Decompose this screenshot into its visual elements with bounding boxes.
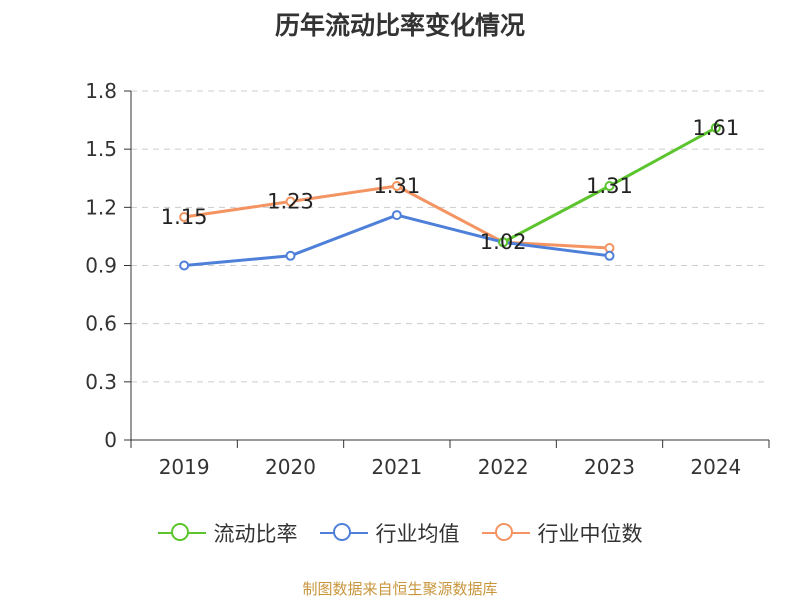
- legend-item[interactable]: 行业均值: [319, 518, 460, 548]
- axes: 0 0.3 0.6 0.9 1.2 1.5 1.8 2019 2020 2021 2022 2023 2…: [85, 79, 770, 479]
- legend-label: 行业中位数: [537, 522, 643, 546]
- data-label: 1.31: [373, 174, 420, 198]
- legend-item[interactable]: 流动比率: [157, 518, 298, 548]
- y-tick-label: 1.5: [85, 137, 117, 161]
- legend-label: 流动比率: [213, 522, 298, 546]
- data-label: 1.02: [480, 230, 527, 254]
- y-tick-label: 0.3: [85, 370, 117, 394]
- x-tick-label: 2020: [265, 455, 316, 479]
- legend-label: 行业均值: [375, 522, 460, 546]
- data-label: 1.31: [586, 174, 633, 198]
- source-note: 制图数据来自恒生聚源数据库: [302, 580, 498, 598]
- x-tick-label: 2023: [584, 455, 635, 479]
- data-point: [285, 196, 296, 207]
- legend-line-circle-icon: [157, 521, 206, 545]
- chart-title: 历年流动比率变化情况: [274, 11, 525, 40]
- legend-line-circle-icon: [319, 521, 368, 545]
- x-tick-label: 2022: [478, 455, 529, 479]
- legend-line-circle-icon: [481, 521, 530, 545]
- x-tick-label: 2019: [159, 455, 210, 479]
- grid-lines: [131, 90, 769, 383]
- x-tick-label: 2024: [690, 455, 741, 479]
- data-point: [285, 250, 296, 261]
- data-point: [391, 210, 402, 221]
- data-point: [179, 260, 190, 271]
- data-point: [604, 181, 615, 192]
- data-label: 1.23: [267, 190, 314, 214]
- data-labels: 1.15 1.23 1.31 1.02 1.31 1.61: [161, 116, 739, 254]
- legend-item[interactable]: 行业中位数: [481, 518, 643, 548]
- y-tick-label: 0.9: [85, 254, 117, 278]
- x-tick-label: 2021: [371, 455, 422, 479]
- legend: 流动比率 行业均值 行业中位数: [0, 518, 800, 548]
- y-tick-label: 0.6: [85, 312, 117, 336]
- data-point: [179, 212, 190, 223]
- data-label: 1.15: [161, 205, 208, 229]
- data-label: 1.61: [692, 116, 739, 140]
- y-tick-label: 1.2: [85, 195, 117, 219]
- data-point: [498, 237, 509, 248]
- data-point: [604, 250, 615, 261]
- y-tick-label: 1.8: [85, 79, 117, 103]
- data-point: [391, 181, 402, 192]
- series-lines: [179, 122, 721, 271]
- series-line: [184, 213, 610, 267]
- data-point: [710, 122, 721, 133]
- y-tick-label: 0: [104, 428, 117, 452]
